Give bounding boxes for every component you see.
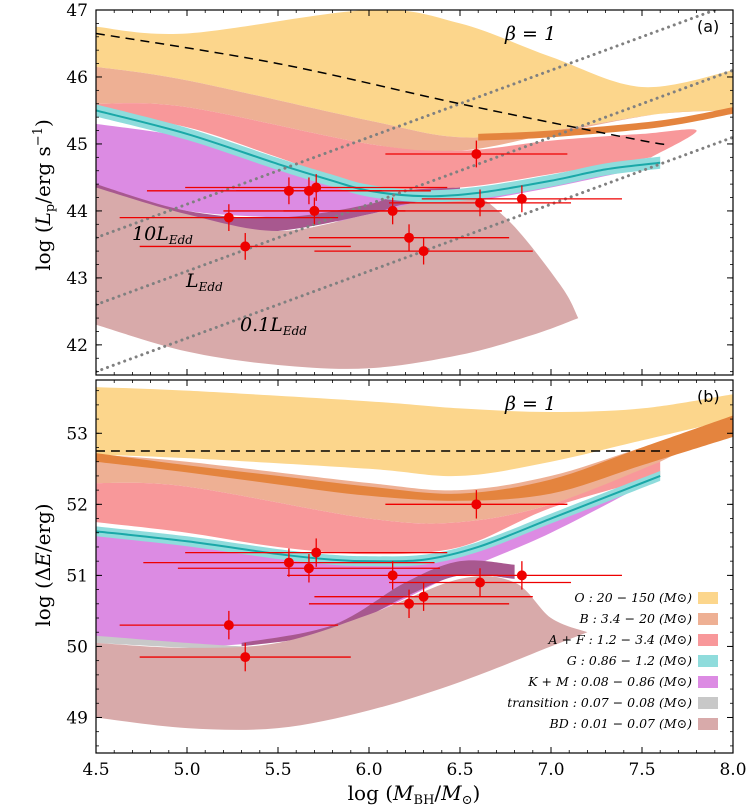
x-tick-label: 8.0 xyxy=(719,760,746,780)
band-o xyxy=(96,387,733,477)
band-a-f xyxy=(96,461,661,555)
legend-label-1: B : 3.4 − 20 (M⊙) xyxy=(578,611,692,626)
label-01-ledd: 0.1LEdd xyxy=(240,314,307,338)
data-point-8 xyxy=(314,237,533,265)
band-k-m xyxy=(96,123,661,222)
band-b-edge xyxy=(478,107,733,141)
band-a-f xyxy=(96,103,697,191)
axes-frame xyxy=(95,379,734,754)
panel-b-beta-annotation: β = 1 xyxy=(504,393,556,415)
y-tick-label: 47 xyxy=(66,1,88,21)
data-point-7 xyxy=(314,582,533,611)
legend-label-4: K + M : 0.08 − 0.86 (M⊙) xyxy=(527,674,692,689)
data-point-8 xyxy=(385,490,568,519)
band-transition xyxy=(96,635,242,650)
band-bd xyxy=(96,575,588,730)
panel-b-tag: (b) xyxy=(697,387,720,406)
data-point-6 xyxy=(308,589,510,619)
g-center-line xyxy=(96,109,661,198)
x-tick-label: 7.0 xyxy=(537,760,564,780)
band-g xyxy=(96,470,661,567)
panel-a-plot-area xyxy=(96,10,733,374)
panel-b-axes: 4.5 5.0 5.5 6.0 6.5 7.0 7.5 8.0 49 50 51 52 53 xyxy=(66,379,747,780)
data-point-11 xyxy=(421,185,622,213)
legend-swatch-4 xyxy=(698,676,718,688)
y-tick-label: 46 xyxy=(66,68,88,88)
label-10-ledd: 10LEdd xyxy=(132,223,193,247)
x-tick-label: 5.0 xyxy=(173,760,200,780)
band-o xyxy=(96,10,733,138)
x-tick-label: 4.5 xyxy=(82,760,109,780)
legend-swatch-3 xyxy=(698,655,718,667)
data-point-6 xyxy=(283,197,502,225)
y-tick-label: 53 xyxy=(66,424,88,444)
y-tick-label: 42 xyxy=(66,336,88,356)
y-tick-label: 45 xyxy=(66,135,88,155)
g-center-line xyxy=(96,474,661,563)
legend: O : 20 − 150 (M⊙) B : 3.4 − 20 (M⊙) A + F … xyxy=(507,590,718,731)
x-tick-label: 5.5 xyxy=(264,760,291,780)
data-point-0 xyxy=(119,610,339,640)
y-tick-label: 49 xyxy=(66,708,88,728)
legend-swatch-1 xyxy=(698,613,718,625)
panel-b-plot-area xyxy=(96,387,733,730)
dashed-line xyxy=(96,32,670,146)
y-tick-label: 43 xyxy=(66,269,88,289)
y-tick-label: 50 xyxy=(66,637,88,657)
x-tick-label: 6.0 xyxy=(355,760,382,780)
x-tick-label: 7.5 xyxy=(628,760,655,780)
panel-a-tag: (a) xyxy=(697,17,719,36)
y-axis-title-top: log (Lp/erg s−1) xyxy=(31,119,58,271)
data-point-7 xyxy=(308,224,510,252)
legend-label-3: G : 0.86 − 1.2 (M⊙) xyxy=(567,653,692,668)
legend-swatch-5 xyxy=(698,697,718,709)
legend-label-6: BD : 0.01 − 0.07 (M⊙) xyxy=(549,716,693,731)
data-point-0 xyxy=(119,204,339,232)
data-point-10 xyxy=(389,189,572,217)
band-b xyxy=(96,66,733,152)
panel-a: 42 43 44 45 46 47 β = 1 (a) 10LEdd LEdd 0.1LE… xyxy=(66,1,734,376)
legend-label-0: O : 20 − 150 (M⊙) xyxy=(574,590,692,605)
label-ledd: LEdd xyxy=(185,270,223,294)
panel-a-beta-annotation: β = 1 xyxy=(504,23,556,45)
x-axis-title: log (MBH/M⊙) xyxy=(348,781,481,808)
x-tick-label: 6.5 xyxy=(446,760,473,780)
legend-swatch-6 xyxy=(698,718,718,730)
legend-label-2: A + F : 1.2 − 3.4 (M⊙) xyxy=(548,632,693,647)
legend-swatch-0 xyxy=(698,592,718,604)
data-point-3 xyxy=(177,554,440,583)
legend-label-5: transition : 0.07 − 0.08 (M⊙) xyxy=(507,695,692,710)
band-b-edge xyxy=(96,415,733,501)
data-point-9 xyxy=(389,568,572,597)
data-point-1 xyxy=(139,642,351,672)
y-tick-label: 44 xyxy=(66,202,88,222)
y-tick-label: 52 xyxy=(66,495,88,515)
panel-a-axes: 42 43 44 45 46 47 xyxy=(66,1,734,376)
legend-swatch-2 xyxy=(698,634,718,646)
band-bd xyxy=(96,187,579,369)
data-point-10 xyxy=(421,561,622,590)
data-point-4 xyxy=(185,538,448,567)
band-b xyxy=(96,419,733,524)
data-point-1 xyxy=(139,233,351,260)
y-tick-label: 51 xyxy=(66,566,88,586)
data-point-9 xyxy=(385,140,568,168)
panel-b: 4.5 5.0 5.5 6.0 6.5 7.0 7.5 8.0 49 50 51 52 53 β = 1… xyxy=(66,379,747,780)
data-point-4 xyxy=(185,174,448,201)
y-axis-title-bottom: log (ΔE/erg) xyxy=(31,503,55,626)
axes-frame xyxy=(95,9,734,376)
